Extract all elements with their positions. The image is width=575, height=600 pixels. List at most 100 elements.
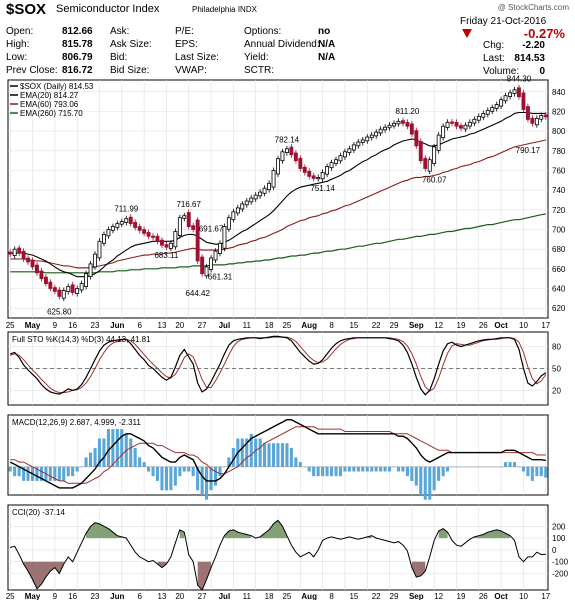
macd-histogram-bar <box>200 466 204 495</box>
x-tick-label: Jul <box>219 321 231 330</box>
candle-body <box>441 125 446 139</box>
x-tick-label: 22 <box>372 592 381 600</box>
macd-histogram-bar <box>401 466 405 472</box>
macd-histogram-bar <box>231 447 235 467</box>
candle-body <box>249 197 254 203</box>
y-tick-label: 80 <box>552 343 561 352</box>
x-tick-label: 19 <box>457 592 466 600</box>
macd-histogram-bar <box>481 466 485 468</box>
chart-header: $SOX Semiconductor Index Philadelphia IN… <box>0 0 575 80</box>
quote-value: 812.66 <box>62 26 93 37</box>
candle-body <box>508 92 512 98</box>
macd-histogram-bar <box>115 429 119 467</box>
macd-histogram-bar <box>151 466 155 477</box>
candle-body <box>423 157 428 169</box>
quote-label: P/E: <box>175 26 194 37</box>
y-tick-label: 740 <box>552 186 566 195</box>
candle-body <box>12 248 17 256</box>
candle-body <box>284 148 289 154</box>
ema260-line <box>10 213 546 274</box>
macd-histogram-bar <box>80 466 84 468</box>
macd-histogram-bar <box>97 438 101 467</box>
sto-d-line <box>10 336 547 394</box>
macd-histogram-bar <box>508 462 512 467</box>
macd-histogram-bar <box>8 466 12 472</box>
candle-body <box>325 166 329 175</box>
cci-overbought-fill <box>224 529 252 539</box>
candle-body <box>302 166 307 173</box>
macd-histogram-bar <box>410 466 414 481</box>
x-tick-label: Sep <box>409 321 424 330</box>
quote-value: 814.53 <box>514 53 545 64</box>
index-name: Semiconductor Index <box>56 3 160 15</box>
x-tick-label: Jul <box>219 592 231 600</box>
candle-body <box>151 235 155 238</box>
macd-histogram-bar <box>343 466 347 472</box>
candle-body <box>383 126 387 131</box>
candle-body <box>48 281 53 289</box>
macd-histogram-bar <box>330 466 334 477</box>
candle-body <box>320 171 325 180</box>
candle-body <box>521 92 526 110</box>
candle-body <box>240 203 245 210</box>
x-tick-label: 25 <box>282 321 291 330</box>
price-annotation: 790.17 <box>516 146 541 155</box>
candle-body <box>526 106 530 120</box>
y-tick-label: -100 <box>552 558 569 567</box>
candle-body <box>119 221 124 225</box>
macd-histogram-bar <box>423 466 427 500</box>
macd-histogram-bar <box>142 462 146 467</box>
x-tick-label: Jun <box>110 592 124 600</box>
candle-body <box>110 226 115 231</box>
candle-body <box>262 187 267 194</box>
exchange-name: Philadelphia INDX <box>192 5 257 14</box>
candle-body <box>17 247 22 254</box>
candle-body <box>209 257 213 270</box>
candle-body <box>347 148 352 154</box>
candle-body <box>405 122 410 127</box>
macd-histogram-bar <box>499 466 503 468</box>
quote-label: Ask Size: <box>110 39 152 50</box>
candle-body <box>93 253 97 268</box>
x-tick-label: 27 <box>198 592 207 600</box>
macd-histogram-bar <box>173 466 177 486</box>
x-tick-label: 15 <box>349 321 358 330</box>
macd-histogram-bar <box>35 466 39 481</box>
macd-histogram-bar <box>338 466 342 477</box>
x-tick-label: Oct <box>494 592 508 600</box>
y-tick-label: 680 <box>552 245 566 254</box>
x-tick-label: 6 <box>137 321 142 330</box>
macd-histogram-bar <box>214 466 218 486</box>
candle-body <box>177 217 182 236</box>
macd-histogram-bar <box>272 443 276 467</box>
quote-label: SCTR: <box>244 65 274 76</box>
macd-histogram-bar <box>187 466 191 472</box>
quote-value: 816.72 <box>62 65 93 76</box>
x-tick-label: Oct <box>494 321 508 330</box>
macd-histogram-bar <box>22 466 26 481</box>
sto-legend: Full STO %K(14,3) %D(3) 44.13, 41.81 <box>12 335 151 344</box>
macd-histogram-bar <box>544 466 548 478</box>
macd-histogram-bar <box>182 466 186 472</box>
x-tick-label: 23 <box>91 592 100 600</box>
legend-entry: EMA(60) 793.06 <box>20 100 79 109</box>
quote-label: Chg: <box>483 40 505 51</box>
macd-histogram-bar <box>53 466 57 481</box>
candle-body <box>61 290 66 299</box>
candle-body <box>21 250 26 260</box>
candle-body <box>530 117 535 124</box>
x-tick-label: 13 <box>158 321 167 330</box>
x-tick-label: 11 <box>243 592 252 600</box>
macd-histogram-bar <box>66 466 70 477</box>
candle-body <box>244 200 249 206</box>
candle-body <box>133 221 138 228</box>
legend-entry: $SOX (Daily) 814.53 <box>20 82 94 91</box>
candle-body <box>427 159 432 172</box>
candle-body <box>186 212 191 228</box>
quote-label: Yield: <box>244 52 269 63</box>
candle-body <box>195 219 200 262</box>
candle-body <box>191 225 196 230</box>
price-annotation: 782.14 <box>275 136 300 145</box>
macd-histogram-bar <box>446 466 450 472</box>
macd-histogram-bar <box>191 466 195 477</box>
